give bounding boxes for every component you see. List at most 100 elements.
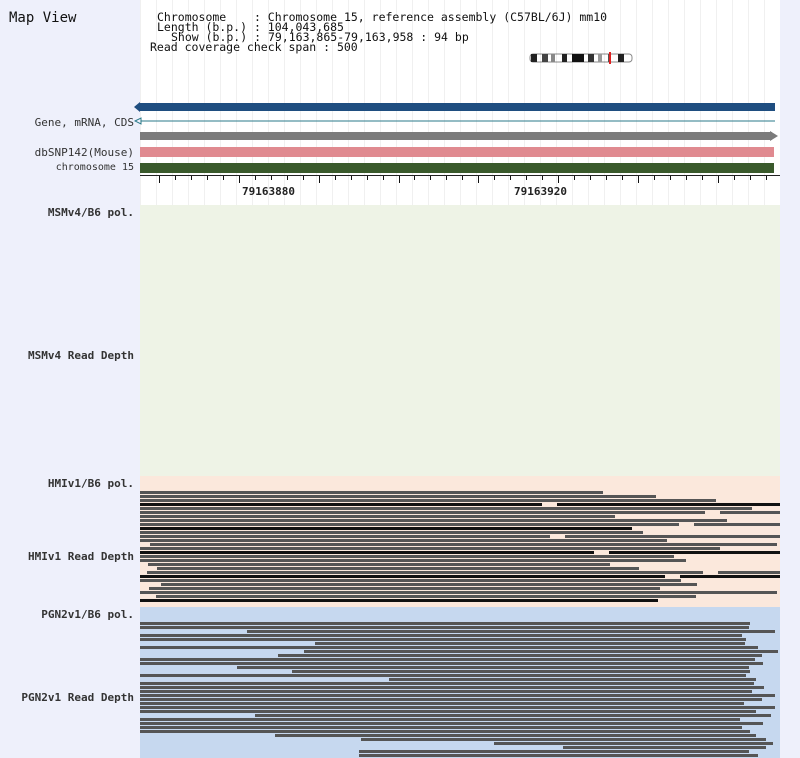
read bbox=[255, 714, 771, 717]
ruler-tick bbox=[270, 176, 272, 180]
read bbox=[140, 626, 750, 629]
map-view-title: Map View bbox=[9, 10, 77, 26]
ruler-tick bbox=[158, 176, 160, 183]
show-value: 79,163,865-79,163,958 : 94 bp bbox=[267, 30, 469, 44]
read bbox=[160, 583, 698, 586]
track-label-dbsnp: dbSNP142(Mouse) bbox=[34, 146, 134, 159]
read bbox=[140, 507, 753, 510]
ruler-tick bbox=[286, 176, 288, 180]
gene-track-thin[interactable] bbox=[134, 117, 780, 127]
ruler-tick bbox=[510, 176, 512, 180]
ruler-tick bbox=[542, 176, 544, 180]
ruler-tick bbox=[734, 176, 736, 180]
ruler-tick bbox=[638, 176, 640, 183]
read bbox=[140, 638, 746, 641]
read bbox=[140, 511, 705, 514]
read bbox=[303, 650, 779, 653]
ruler-tick bbox=[558, 176, 560, 183]
pgn-pol-track[interactable] bbox=[140, 607, 780, 621]
show-row: Show (b.p.) : 79,163,865-79,163,958 : 94… bbox=[171, 30, 469, 44]
read bbox=[140, 662, 763, 665]
position-ruler: 79163880 79163920 bbox=[140, 173, 780, 207]
length-row: Length (b.p.) : 104,043,685 bbox=[157, 20, 344, 34]
read bbox=[140, 531, 644, 534]
read bbox=[140, 706, 775, 709]
msm-read-depth[interactable] bbox=[140, 220, 780, 490]
ruler-tick bbox=[174, 176, 176, 180]
read bbox=[140, 718, 741, 721]
ruler-tick bbox=[622, 176, 624, 180]
read bbox=[147, 571, 703, 574]
read bbox=[140, 730, 751, 733]
read bbox=[236, 666, 750, 669]
ruler-tick bbox=[462, 176, 464, 180]
read bbox=[149, 543, 777, 546]
ruler-label-2: 79163920 bbox=[514, 185, 567, 198]
read bbox=[680, 575, 780, 578]
read bbox=[156, 595, 697, 598]
label-sidebar bbox=[0, 0, 140, 758]
hmi-pol-track[interactable] bbox=[140, 476, 780, 490]
pgn-read-depth[interactable] bbox=[140, 621, 780, 758]
read bbox=[608, 551, 780, 554]
read bbox=[140, 726, 742, 729]
ruler-tick bbox=[750, 176, 752, 180]
pgn-pol-label: PGN2v1/B6 pol. bbox=[41, 608, 134, 621]
show-label: Show (b.p.) bbox=[171, 30, 248, 44]
chromosome-track[interactable] bbox=[140, 163, 774, 173]
msm-depth-label: MSMv4 Read Depth bbox=[28, 349, 134, 362]
ruler-label-1: 79163880 bbox=[242, 185, 295, 198]
read bbox=[140, 499, 716, 502]
read bbox=[140, 702, 744, 705]
read bbox=[140, 646, 758, 649]
read bbox=[140, 527, 633, 530]
chromosome-ideogram[interactable] bbox=[528, 52, 636, 64]
span-row: Read coverage check span : 500 bbox=[150, 40, 358, 54]
read bbox=[140, 575, 666, 578]
ruler-baseline bbox=[140, 175, 780, 176]
msm-pol-track[interactable] bbox=[140, 205, 780, 220]
read bbox=[140, 690, 752, 693]
ruler-tick bbox=[334, 176, 336, 180]
dbsnp-track[interactable] bbox=[140, 147, 774, 157]
ruler-tick bbox=[526, 176, 528, 180]
ruler-tick bbox=[446, 176, 448, 180]
read bbox=[140, 591, 778, 594]
msm-pol-label: MSMv4/B6 pol. bbox=[47, 206, 134, 219]
ruler-tick bbox=[766, 176, 768, 180]
read bbox=[494, 742, 774, 745]
track-label-chromosome: chromosome 15 bbox=[55, 162, 134, 173]
read bbox=[140, 694, 776, 697]
chromosome-row: Chromosome : Chromosome 15, reference as… bbox=[157, 10, 608, 24]
read bbox=[247, 630, 776, 633]
read bbox=[140, 555, 674, 558]
read bbox=[694, 523, 780, 526]
mrna-track[interactable] bbox=[140, 131, 780, 143]
ruler-tick bbox=[238, 176, 240, 183]
ruler-tick bbox=[254, 176, 256, 180]
ruler-tick bbox=[590, 176, 592, 180]
read bbox=[140, 674, 746, 677]
read bbox=[140, 539, 667, 542]
read bbox=[140, 495, 656, 498]
read bbox=[140, 722, 764, 725]
ruler-tick bbox=[718, 176, 720, 183]
read bbox=[388, 678, 757, 681]
gene-track-top[interactable] bbox=[134, 102, 780, 114]
read bbox=[140, 559, 687, 562]
read bbox=[140, 599, 659, 602]
read bbox=[140, 622, 750, 625]
ruler-tick bbox=[606, 176, 608, 180]
read bbox=[140, 658, 756, 661]
chromosome-value: Chromosome 15, reference assembly (C57BL… bbox=[267, 10, 608, 24]
read bbox=[275, 734, 757, 737]
read bbox=[557, 503, 780, 506]
length-value: 104,043,685 bbox=[267, 20, 344, 34]
ruler-tick bbox=[190, 176, 192, 180]
read bbox=[277, 654, 762, 657]
hmi-read-depth[interactable] bbox=[140, 490, 780, 607]
read bbox=[719, 511, 780, 514]
ruler-tick bbox=[478, 176, 480, 183]
ruler-tick bbox=[398, 176, 400, 183]
read bbox=[157, 567, 639, 570]
